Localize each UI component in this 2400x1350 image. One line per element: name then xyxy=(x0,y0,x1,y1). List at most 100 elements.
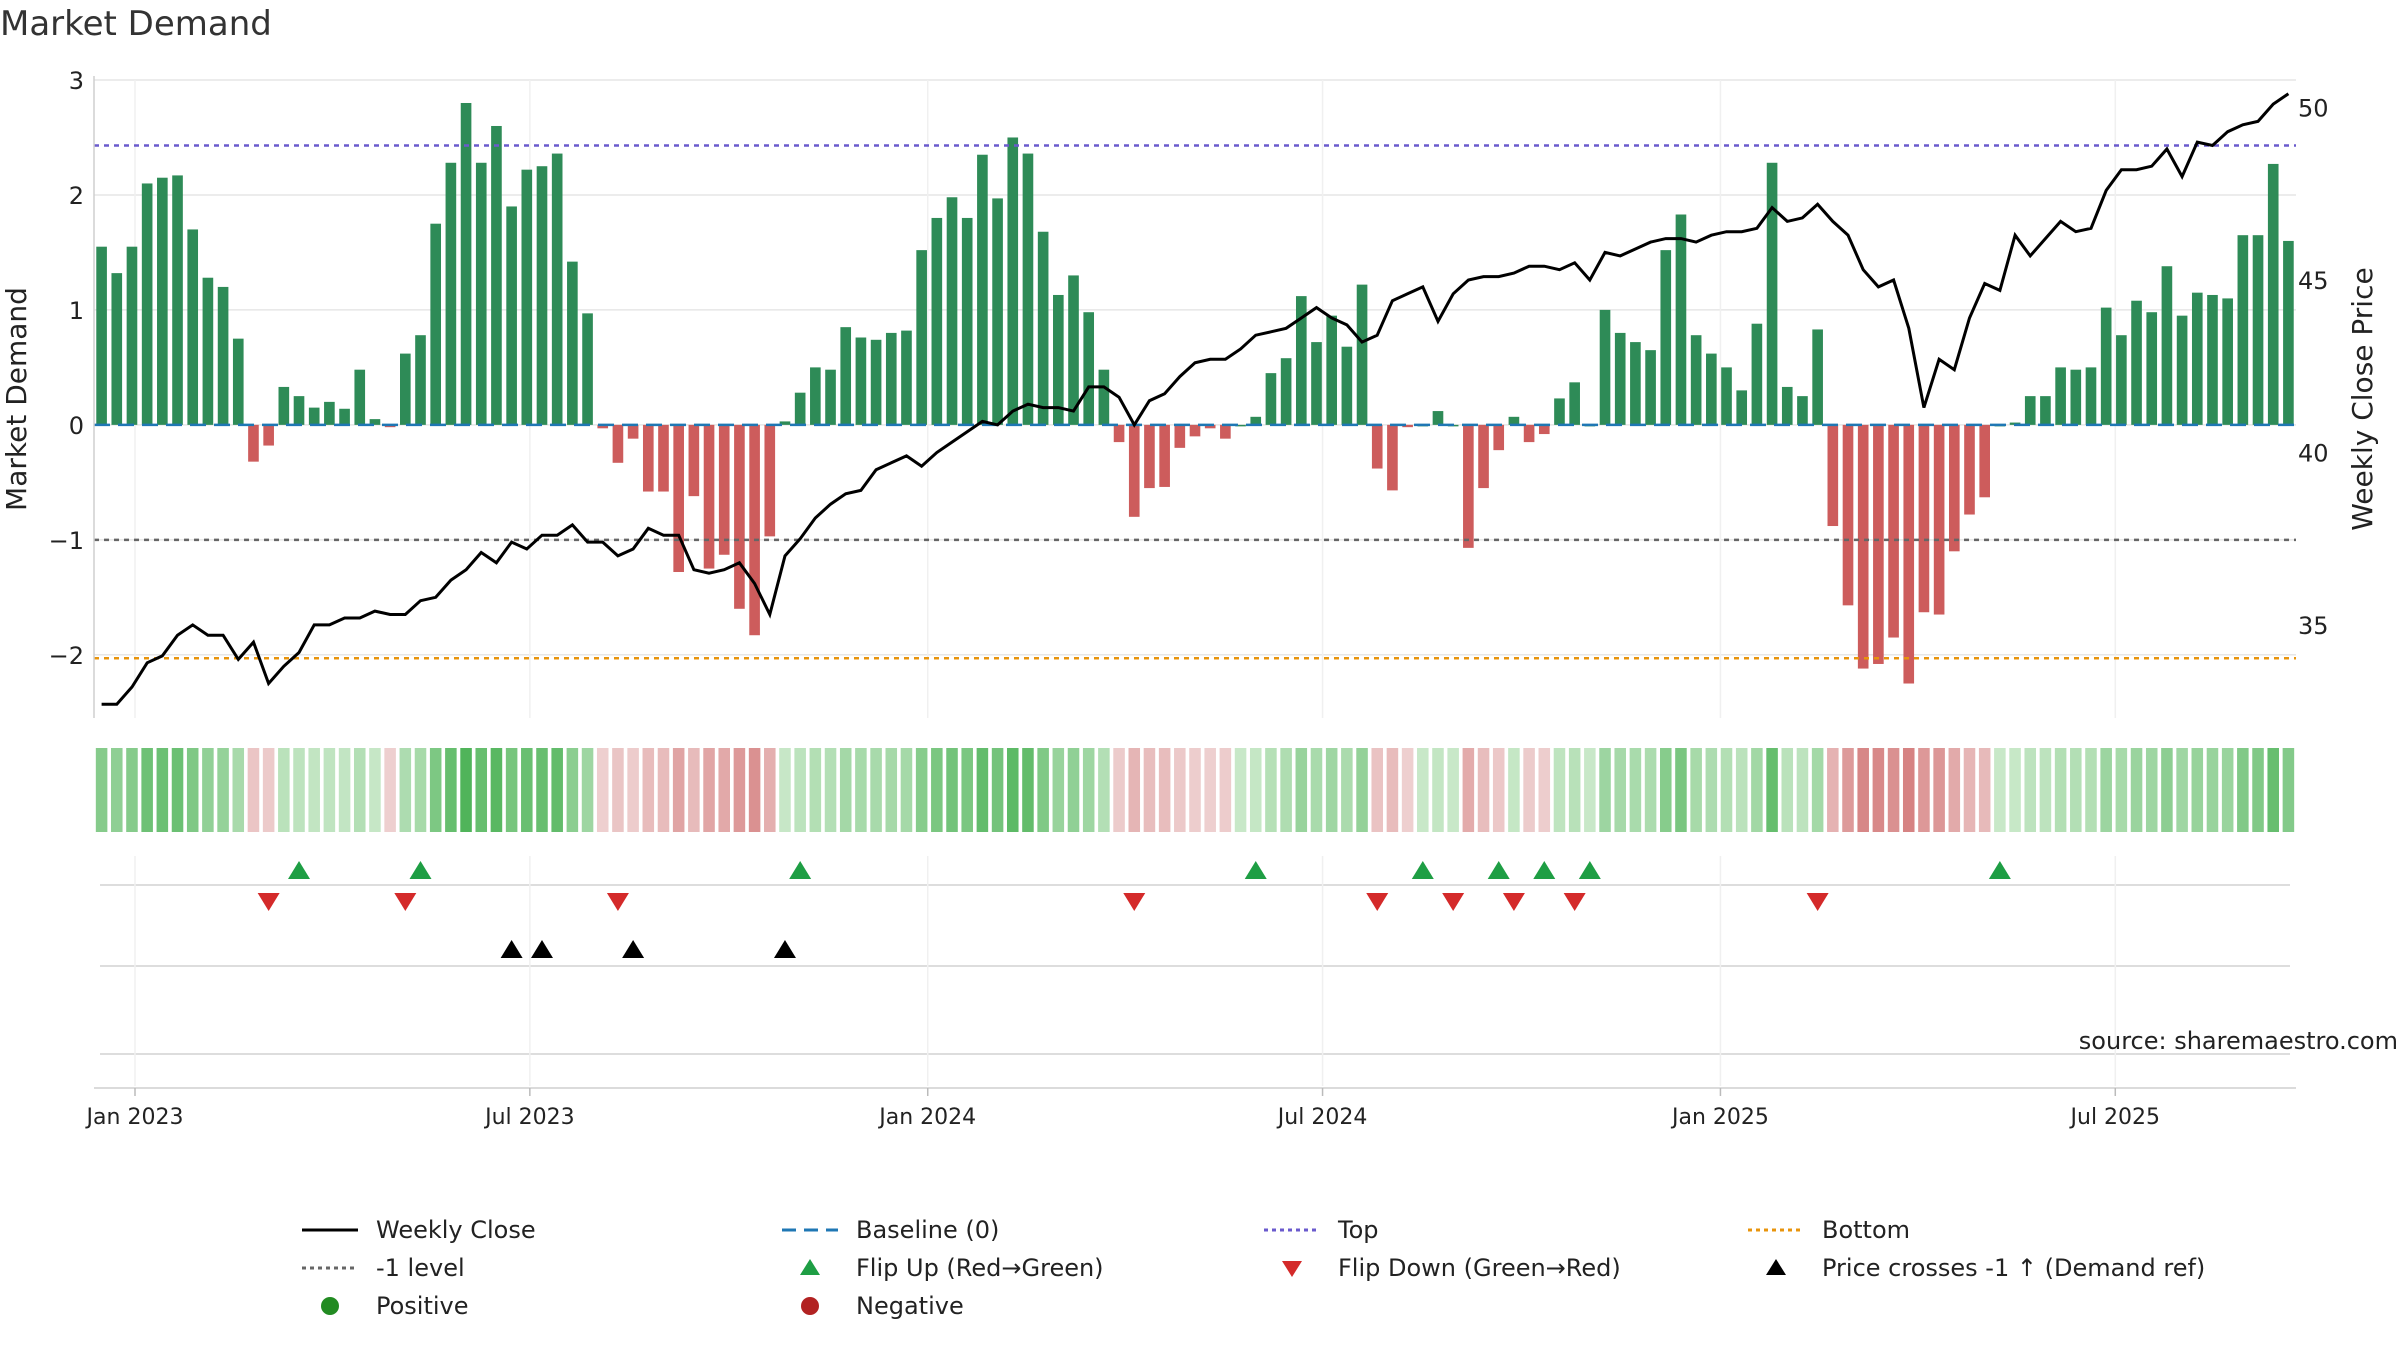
demand-bar xyxy=(475,162,487,425)
x-tick-label: Jan 2025 xyxy=(1670,1105,1769,1130)
y-axis-title-left: Market Demand xyxy=(0,287,33,511)
flip-up-marker xyxy=(409,861,432,879)
demand-bar xyxy=(1402,424,1413,428)
demand-bar xyxy=(2024,396,2036,425)
demand-bar xyxy=(612,424,624,463)
demand-bar xyxy=(172,175,183,425)
demand-strip-cell xyxy=(2115,748,2128,832)
demand-bar xyxy=(369,419,381,425)
demand-strip-cell xyxy=(1538,748,1551,832)
demand-strip-cell xyxy=(946,748,958,832)
demand-strip-cell xyxy=(278,748,290,832)
demand-strip-cell xyxy=(900,748,913,832)
demand-strip-cell xyxy=(1675,748,1687,832)
demand-bar xyxy=(202,277,214,425)
demand-strip-cell xyxy=(353,748,366,832)
demand-strip-cell xyxy=(2039,748,2052,832)
demand-bar xyxy=(1538,424,1550,435)
demand-strip-cell xyxy=(1796,748,1809,832)
demand-bar xyxy=(1128,424,1140,517)
demand-bar xyxy=(1022,153,1034,425)
demand-strip-cell xyxy=(1735,748,1748,832)
demand-strip-cell xyxy=(1751,748,1763,832)
demand-bar xyxy=(2100,307,2112,425)
demand-strip-cell xyxy=(2221,748,2234,832)
demand-strip-cell xyxy=(2085,748,2097,832)
demand-strip-cell xyxy=(2024,748,2037,832)
demand-bar xyxy=(1569,382,1580,425)
demand-strip-cell xyxy=(2054,748,2067,832)
x-tick-label: Jan 2023 xyxy=(85,1105,184,1130)
demand-bar xyxy=(1599,309,1611,425)
flip-up-marker xyxy=(288,861,311,879)
demand-strip-cell xyxy=(384,748,396,832)
demand-bar xyxy=(1948,424,1960,552)
demand-bar xyxy=(1356,284,1368,425)
demand-strip-cell xyxy=(2252,748,2264,832)
demand-strip-cell xyxy=(247,748,260,832)
flip-down-marker xyxy=(257,893,280,911)
demand-strip-cell xyxy=(293,748,305,832)
demand-strip-cell xyxy=(338,748,351,832)
legend-label: Flip Up (Red→Green) xyxy=(856,1254,1104,1282)
demand-strip-cell xyxy=(1857,748,1869,832)
demand-strip-cell xyxy=(1842,748,1854,832)
demand-bar xyxy=(1295,296,1307,425)
demand-bar xyxy=(324,401,335,425)
flip-down-marker xyxy=(1563,893,1586,911)
y-tick-label-left: 2 xyxy=(69,182,84,210)
demand-bar xyxy=(1888,424,1899,638)
demand-bar xyxy=(1280,358,1292,425)
demand-bar xyxy=(1675,214,1687,425)
demand-strip-cell xyxy=(1082,748,1095,832)
demand-bar xyxy=(1265,373,1277,425)
demand-strip-cell xyxy=(1948,748,1961,832)
demand-bar xyxy=(1751,323,1763,425)
demand-strip-cell xyxy=(748,748,761,832)
demand-strip-cell xyxy=(2237,748,2249,832)
demand-bar xyxy=(931,217,943,425)
demand-bar xyxy=(1827,424,1839,527)
flip-down-marker xyxy=(394,893,417,911)
x-tick-label: Jan 2024 xyxy=(877,1105,976,1130)
legend-label: Price crosses -1 ↑ (Demand ref) xyxy=(1822,1254,2206,1282)
demand-bar xyxy=(460,102,472,425)
y-tick-label-right: 50 xyxy=(2298,95,2329,123)
demand-strip-cell xyxy=(445,748,457,832)
flip-up-marker xyxy=(789,861,812,879)
demand-strip-cell xyxy=(1310,748,1323,832)
demand-strip-cell xyxy=(1325,748,1338,832)
demand-strip-cell xyxy=(764,748,776,832)
demand-strip-cell xyxy=(703,748,715,832)
triangle-down-icon xyxy=(1282,1261,1302,1277)
demand-strip-cell xyxy=(1978,748,1991,832)
demand-bar xyxy=(2267,163,2279,425)
demand-bar xyxy=(1220,424,1231,439)
demand-strip-cell xyxy=(612,748,624,832)
demand-strip-cell xyxy=(126,748,138,832)
price-cross-marker xyxy=(500,940,523,958)
demand-bar xyxy=(1007,137,1019,425)
demand-strip-cell xyxy=(490,748,503,832)
demand-strip-cell xyxy=(1234,748,1247,832)
flip-up-marker xyxy=(1487,861,1510,879)
legend-label: Weekly Close xyxy=(376,1216,536,1244)
demand-strip-cell xyxy=(1811,748,1824,832)
demand-bar xyxy=(1083,312,1095,425)
demand-bar xyxy=(1098,369,1110,425)
demand-bar xyxy=(2116,335,2127,425)
demand-strip-cell xyxy=(1432,748,1444,832)
legend-item-top: Top xyxy=(1262,1212,1379,1248)
demand-strip-cell xyxy=(1113,748,1125,832)
price-cross-marker xyxy=(530,940,553,958)
demand-bar xyxy=(536,166,548,425)
circle-icon xyxy=(321,1297,339,1315)
demand-bar xyxy=(126,246,138,425)
demand-strip-cell xyxy=(1295,748,1308,832)
y-axis-title-right: Weekly Close Price xyxy=(2346,267,2379,530)
demand-bar xyxy=(1797,396,1808,425)
demand-strip-cell xyxy=(551,748,563,832)
demand-bar xyxy=(567,261,578,425)
demand-bar xyxy=(597,424,609,429)
demand-strip-cell xyxy=(688,748,700,832)
